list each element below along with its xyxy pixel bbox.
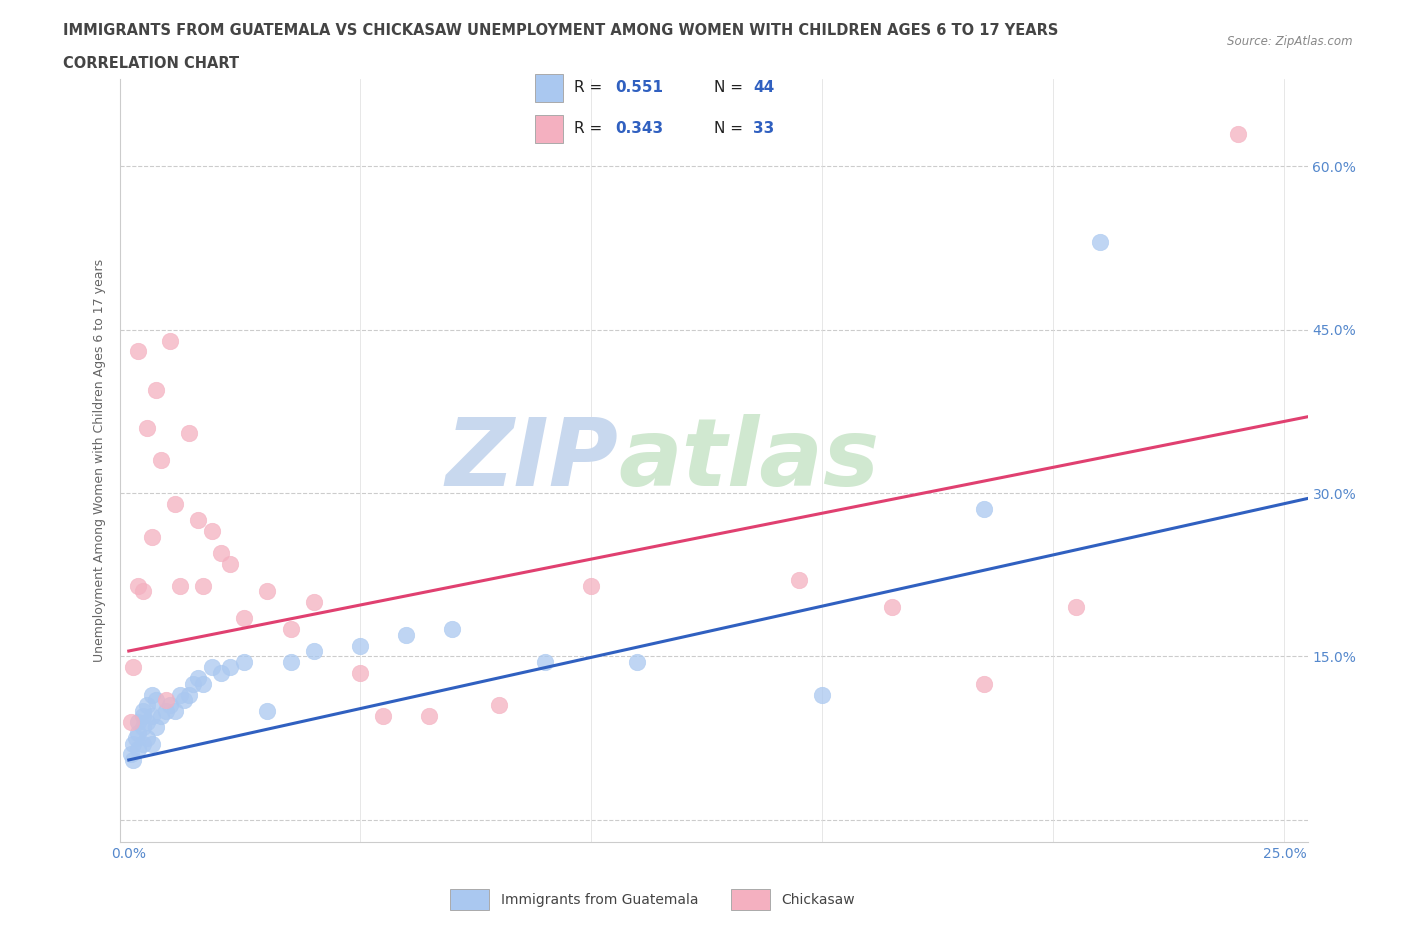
Point [177, 426, 200, 441]
Point [418, 709, 440, 724]
Point [120, 714, 142, 729]
Point [191, 676, 214, 691]
Point [219, 556, 242, 571]
Point [787, 573, 810, 588]
Point [150, 453, 173, 468]
Text: atlas: atlas [619, 415, 880, 506]
Point [441, 622, 464, 637]
Point [122, 752, 145, 767]
Point [159, 698, 181, 713]
Point [349, 665, 371, 680]
Point [191, 578, 214, 593]
Text: 0.551: 0.551 [616, 80, 664, 95]
Point [187, 671, 209, 685]
Point [209, 546, 232, 561]
Point [141, 529, 163, 544]
Point [256, 584, 278, 599]
Text: R =: R = [574, 80, 607, 95]
Point [579, 578, 602, 593]
Point [141, 687, 163, 702]
Point [136, 420, 159, 435]
Point [280, 622, 302, 637]
Point [155, 693, 177, 708]
Point [371, 709, 394, 724]
Point [131, 720, 153, 735]
Point [349, 638, 371, 653]
Point [127, 714, 149, 729]
Point [150, 709, 173, 724]
Bar [536, 114, 562, 143]
Point [880, 600, 903, 615]
Bar [536, 74, 562, 102]
Point [136, 714, 159, 729]
Point [122, 660, 145, 675]
Point [233, 655, 256, 670]
Point [1066, 600, 1088, 615]
Text: N =: N = [714, 121, 748, 136]
Point [131, 584, 153, 599]
Point [280, 655, 302, 670]
Point [159, 333, 181, 348]
Point [155, 703, 177, 718]
Point [169, 578, 191, 593]
Text: Source: ZipAtlas.com: Source: ZipAtlas.com [1227, 35, 1353, 48]
Point [173, 693, 195, 708]
Point [145, 693, 167, 708]
Point [125, 731, 148, 746]
Text: Chickasaw: Chickasaw [782, 893, 855, 907]
Point [209, 665, 232, 680]
Text: R =: R = [574, 121, 607, 136]
Point [163, 703, 186, 718]
Y-axis label: Unemployment Among Women with Children Ages 6 to 17 years: Unemployment Among Women with Children A… [93, 259, 107, 662]
Text: 0.343: 0.343 [616, 121, 664, 136]
Point [136, 698, 159, 713]
Point [183, 676, 205, 691]
Point [201, 660, 224, 675]
Text: 33: 33 [754, 121, 775, 136]
Text: Immigrants from Guatemala: Immigrants from Guatemala [501, 893, 697, 907]
Point [163, 497, 186, 512]
Point [256, 703, 278, 718]
Point [973, 676, 995, 691]
Point [141, 709, 163, 724]
Point [122, 737, 145, 751]
Text: N =: N = [714, 80, 748, 95]
Point [302, 644, 325, 658]
Point [131, 703, 153, 718]
Point [127, 741, 149, 756]
Text: 44: 44 [754, 80, 775, 95]
Bar [731, 889, 770, 910]
Point [187, 512, 209, 527]
Point [145, 382, 167, 397]
Point [488, 698, 510, 713]
Point [136, 731, 159, 746]
Point [127, 578, 149, 593]
Point [626, 655, 648, 670]
Text: ZIP: ZIP [446, 415, 619, 506]
Point [302, 594, 325, 609]
Point [120, 747, 142, 762]
Point [533, 655, 555, 670]
Point [811, 687, 834, 702]
Point [177, 687, 200, 702]
Text: IMMIGRANTS FROM GUATEMALA VS CHICKASAW UNEMPLOYMENT AMONG WOMEN WITH CHILDREN AG: IMMIGRANTS FROM GUATEMALA VS CHICKASAW U… [63, 23, 1059, 38]
Point [201, 524, 224, 538]
Point [127, 344, 149, 359]
Point [1227, 126, 1250, 141]
Point [219, 660, 242, 675]
Text: CORRELATION CHART: CORRELATION CHART [63, 56, 239, 71]
Point [131, 709, 153, 724]
Point [127, 725, 149, 740]
Point [169, 687, 191, 702]
Point [131, 737, 153, 751]
Point [145, 720, 167, 735]
Point [395, 627, 418, 642]
Bar [450, 889, 489, 910]
Point [973, 502, 995, 517]
Point [233, 611, 256, 626]
Point [1088, 235, 1111, 250]
Point [141, 737, 163, 751]
